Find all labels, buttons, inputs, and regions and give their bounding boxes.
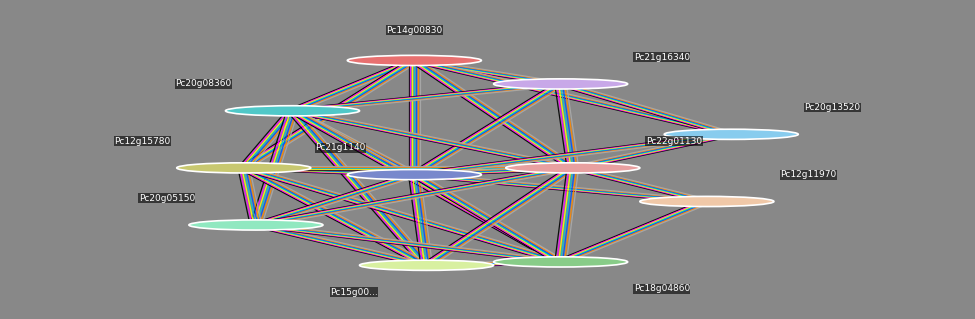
Ellipse shape [360,260,493,271]
Ellipse shape [347,169,482,180]
Ellipse shape [493,79,628,89]
Ellipse shape [506,163,640,173]
Ellipse shape [640,197,774,207]
Text: Pc14g00830: Pc14g00830 [386,26,443,35]
Text: Pc12g15780: Pc12g15780 [114,137,171,145]
Text: Pc22g01130: Pc22g01130 [645,137,702,145]
Ellipse shape [176,163,311,173]
Ellipse shape [664,129,799,139]
Text: Pc12g11970: Pc12g11970 [780,170,837,179]
Text: Pc21g16340: Pc21g16340 [634,53,690,62]
Text: Pc20g13520: Pc20g13520 [804,103,861,112]
Text: Pc20g08360: Pc20g08360 [176,79,232,88]
Ellipse shape [347,56,482,65]
Ellipse shape [225,106,360,116]
Ellipse shape [493,257,628,267]
Text: Pc15g00...: Pc15g00... [331,288,377,297]
Text: Pc20g05150: Pc20g05150 [138,194,195,203]
Ellipse shape [189,220,323,230]
Text: Pc18g04860: Pc18g04860 [634,284,690,293]
Text: Pc21g1140: Pc21g1140 [315,143,366,152]
